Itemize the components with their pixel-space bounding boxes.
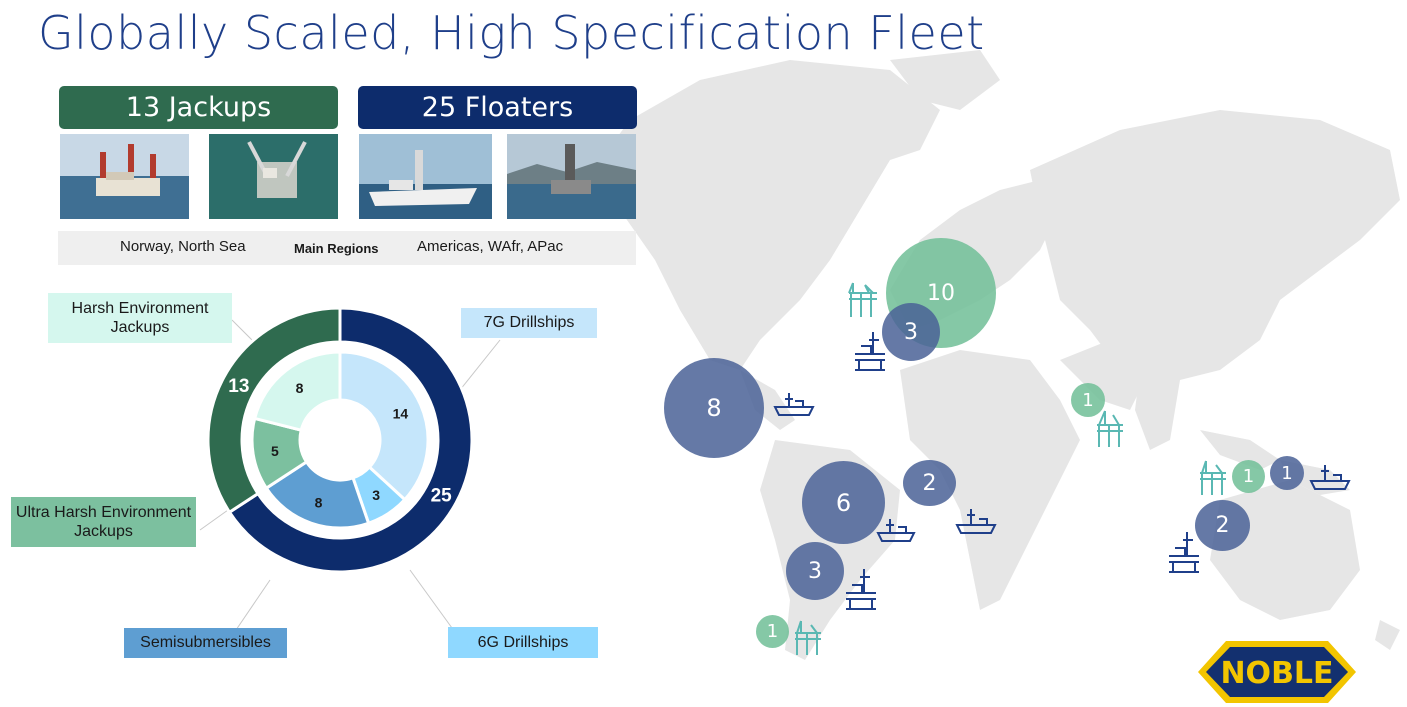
map-bubble-brazil: 6 [802, 461, 885, 544]
jackup-photo-2 [209, 134, 338, 219]
drillships-6g-label: 6G Drillships [448, 627, 598, 658]
inner-ring-value-label: 5 [271, 443, 279, 459]
inner-ring-value-label: 3 [372, 487, 380, 503]
map-bubble-west-africa-north: 2 [903, 460, 956, 506]
main-regions-label: Main Regions [294, 241, 379, 256]
semisub-rig-icon [1169, 532, 1199, 573]
main-regions-bar: Norway, North Sea Main Regions Americas,… [58, 231, 636, 265]
map-bubble-gulf-of-mexico: 8 [664, 358, 764, 458]
inner-ring-slice [338, 350, 430, 502]
floaters-regions: Americas, WAfr, APac [417, 238, 564, 255]
drillships-7g-label: 7G Drillships [461, 308, 597, 338]
inner-ring-value-label: 14 [393, 405, 409, 421]
semisub-rig-icon [855, 332, 885, 371]
map-bubble-argentina: 3 [786, 542, 844, 600]
jackup-rig-icon [795, 620, 821, 655]
map-bubble-south-america-tip: 1 [756, 615, 789, 648]
drillship-icon [955, 509, 997, 534]
floater-photo-2 [507, 134, 636, 219]
drillship-icon [876, 519, 916, 542]
inner-ring-value-label: 8 [296, 380, 304, 396]
logo-text: NOBLE [1220, 656, 1333, 691]
jackup-rig-icon [1200, 460, 1226, 495]
jackup-photo-1 [60, 134, 189, 219]
outer-ring-slice [227, 306, 474, 574]
floater-photo-1 [359, 134, 492, 219]
inner-ring-value-label: 8 [315, 494, 323, 510]
page-title: Globally Scaled, High Specification Flee… [38, 6, 985, 60]
outer-ring-slice [206, 306, 342, 515]
outer-ring-value-label: 25 [431, 485, 453, 506]
drillship-icon [773, 393, 815, 416]
outer-ring-value-label: 13 [228, 376, 249, 397]
map-bubble-se-asia-floater: 1 [1270, 456, 1304, 490]
ultra-harsh-label: Ultra Harsh Environment Jackups [11, 497, 196, 547]
map-bubble-se-asia-jackup: 1 [1232, 460, 1265, 493]
semisub-rig-icon [846, 569, 876, 610]
semisubmersibles-label: Semisubmersibles [124, 628, 287, 658]
inner-ring-slice [252, 350, 342, 433]
map-bubble-australia: 2 [1195, 500, 1250, 551]
map-bubble-north-sea-floaters: 3 [882, 303, 940, 361]
harsh-environment-label: Harsh Environment Jackups [48, 293, 232, 343]
map-bubble-middle-east: 1 [1071, 383, 1105, 417]
world-map [600, 50, 1400, 660]
floaters-header: 25 Floaters [358, 86, 637, 129]
jackups-regions: Norway, North Sea [120, 238, 246, 255]
fleet-donut-chart: 25 13 14 3 8 5 8 [199, 306, 501, 631]
map-bubble-north-sea-jackups: 10 [886, 238, 996, 348]
jackup-rig-icon [1097, 410, 1123, 447]
jackup-rig-icon [848, 282, 877, 317]
drillship-icon [1309, 465, 1351, 490]
jackups-header: 13 Jackups [59, 86, 338, 129]
noble-logo: NOBLE [1198, 641, 1356, 703]
